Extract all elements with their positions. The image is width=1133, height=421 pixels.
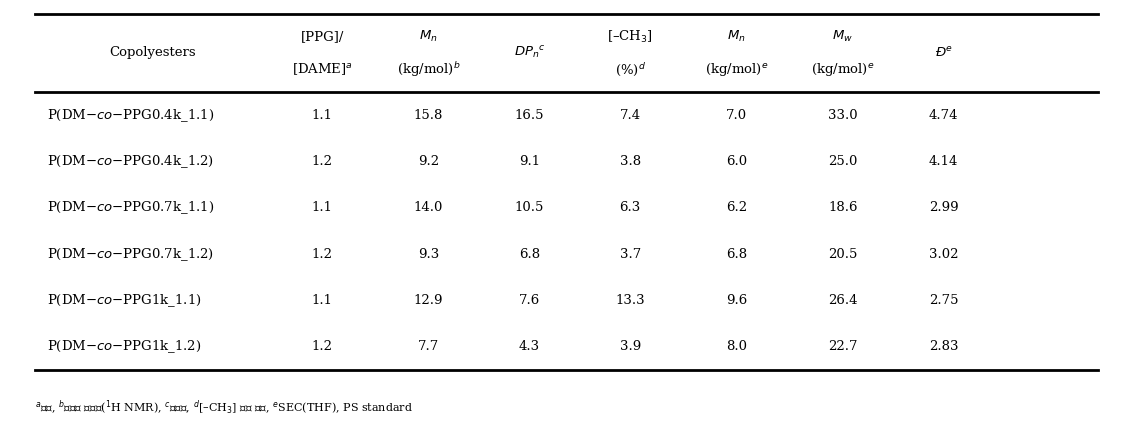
Text: 20.5: 20.5 — [828, 248, 858, 261]
Text: 33.0: 33.0 — [828, 109, 858, 122]
Text: 8.0: 8.0 — [726, 341, 747, 354]
Text: 10.5: 10.5 — [514, 202, 544, 214]
Text: 3.02: 3.02 — [929, 248, 959, 261]
Text: 6.2: 6.2 — [726, 202, 747, 214]
Text: $M_w$: $M_w$ — [833, 29, 853, 44]
Text: 4.74: 4.74 — [929, 109, 959, 122]
Text: 1.1: 1.1 — [312, 294, 333, 307]
Text: Copolyesters: Copolyesters — [109, 46, 196, 59]
Text: (kg/mol)$^e$: (kg/mol)$^e$ — [705, 61, 768, 78]
Text: P(DM$-$$\it{co}$$-$PPG1k_1.1): P(DM$-$$\it{co}$$-$PPG1k_1.1) — [46, 292, 202, 309]
Text: 14.0: 14.0 — [414, 202, 443, 214]
Text: $\it{Ð}$$^e$: $\it{Ð}$$^e$ — [935, 46, 953, 60]
Text: 6.3: 6.3 — [620, 202, 641, 214]
Text: 2.99: 2.99 — [929, 202, 959, 214]
Text: 2.75: 2.75 — [929, 294, 959, 307]
Text: 13.3: 13.3 — [615, 294, 645, 307]
Text: P(DM$-$$\it{co}$$-$PPG0.4k_1.2): P(DM$-$$\it{co}$$-$PPG0.4k_1.2) — [46, 153, 213, 170]
Text: 7.4: 7.4 — [620, 109, 641, 122]
Text: 9.3: 9.3 — [418, 248, 438, 261]
Text: 18.6: 18.6 — [828, 202, 858, 214]
Text: 6.8: 6.8 — [519, 248, 540, 261]
Text: 12.9: 12.9 — [414, 294, 443, 307]
Text: (kg/mol)$^e$: (kg/mol)$^e$ — [811, 61, 875, 78]
Text: $^a$몰비, $^b$수평균 분자량($^1$H NMR), $^c$중합도, $^d$[–CH$_3$] 말단 비율, $^e$SEC(THF), PS s: $^a$몰비, $^b$수평균 분자량($^1$H NMR), $^c$중합도,… — [35, 399, 414, 417]
Text: 1.2: 1.2 — [312, 248, 333, 261]
Text: [PPG]/: [PPG]/ — [300, 30, 343, 43]
Text: 25.0: 25.0 — [828, 155, 858, 168]
Text: 26.4: 26.4 — [828, 294, 858, 307]
Text: 4.3: 4.3 — [519, 341, 540, 354]
Text: P(DM$-$$\it{co}$$-$PPG1k_1.2): P(DM$-$$\it{co}$$-$PPG1k_1.2) — [46, 338, 201, 355]
Text: 3.7: 3.7 — [620, 248, 641, 261]
Text: 6.8: 6.8 — [726, 248, 747, 261]
Text: P(DM$-$$\it{co}$$-$PPG0.7k_1.2): P(DM$-$$\it{co}$$-$PPG0.7k_1.2) — [46, 246, 213, 263]
Text: 1.1: 1.1 — [312, 109, 333, 122]
Text: 2.83: 2.83 — [929, 341, 959, 354]
Text: [–CH$_3$]: [–CH$_3$] — [607, 29, 654, 45]
Text: 6.0: 6.0 — [726, 155, 747, 168]
Text: 7.6: 7.6 — [519, 294, 540, 307]
Text: 4.14: 4.14 — [929, 155, 959, 168]
Text: 7.0: 7.0 — [726, 109, 747, 122]
Text: 9.2: 9.2 — [418, 155, 438, 168]
Text: P(DM$-$$\it{co}$$-$PPG0.7k_1.1): P(DM$-$$\it{co}$$-$PPG0.7k_1.1) — [46, 200, 214, 216]
Text: [DAME]$^a$: [DAME]$^a$ — [291, 61, 352, 77]
Text: (%)$^d$: (%)$^d$ — [615, 61, 646, 78]
Text: 22.7: 22.7 — [828, 341, 858, 354]
Text: 7.7: 7.7 — [418, 341, 438, 354]
Text: 1.2: 1.2 — [312, 341, 333, 354]
Text: 9.1: 9.1 — [519, 155, 540, 168]
Text: 9.6: 9.6 — [726, 294, 747, 307]
Text: P(DM$-$$\it{co}$$-$PPG0.4k_1.1): P(DM$-$$\it{co}$$-$PPG0.4k_1.1) — [46, 107, 214, 124]
Text: $DP_n$$^c$: $DP_n$$^c$ — [513, 45, 545, 61]
Text: $M_n$: $M_n$ — [419, 29, 437, 44]
Text: 16.5: 16.5 — [514, 109, 544, 122]
Text: 3.8: 3.8 — [620, 155, 641, 168]
Text: 1.2: 1.2 — [312, 155, 333, 168]
Text: 3.9: 3.9 — [620, 341, 641, 354]
Text: 15.8: 15.8 — [414, 109, 443, 122]
Text: (kg/mol)$^b$: (kg/mol)$^b$ — [397, 60, 460, 79]
Text: 1.1: 1.1 — [312, 202, 333, 214]
Text: $M_n$: $M_n$ — [727, 29, 746, 44]
